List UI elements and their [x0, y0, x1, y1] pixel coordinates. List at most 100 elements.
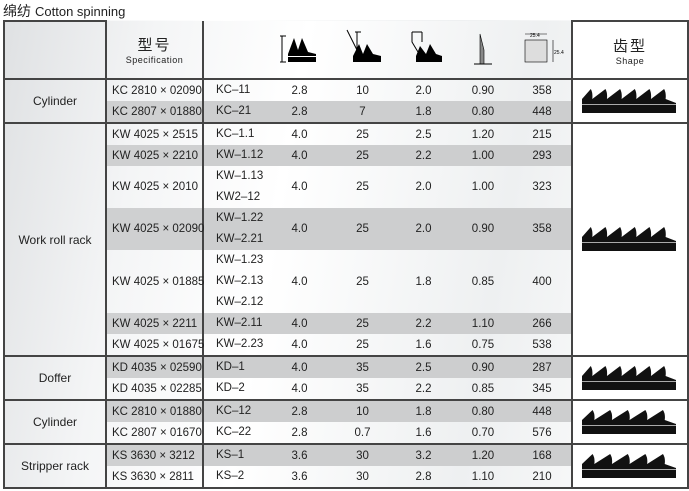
value-cell: 0.70	[453, 422, 513, 445]
model-cell: KD–1	[203, 356, 268, 378]
group-label: Cylinder	[3, 399, 107, 445]
model-cell: KW–1.12	[203, 145, 268, 166]
spec-cell: KS 3630 × 3212	[106, 444, 204, 466]
model-code: KW–1.13	[216, 170, 264, 182]
model-code: KS–1	[216, 449, 245, 461]
value-cell: 2.8	[394, 466, 453, 489]
value-cell: 2.8	[291, 84, 308, 97]
table-row: KD 4035 × 02285 KD–2 4.0 35 2.2 0.85 345	[4, 378, 688, 401]
model-cell: KW–2.23	[203, 334, 268, 357]
value-cell: 0.80	[453, 400, 513, 422]
model-code: KC–1.1	[216, 128, 255, 140]
model-code: KC–11	[216, 84, 251, 96]
sawtooth-shape-icon	[571, 78, 689, 124]
value-cell: 358	[532, 84, 552, 97]
value-cell: 293	[513, 145, 572, 166]
model-cell: KW–2.11	[203, 313, 268, 334]
value-cell: 3.2	[394, 444, 453, 466]
spec-cell: KW 4025 × 2515	[106, 123, 204, 145]
model-cell: KS–1	[203, 444, 268, 466]
value-cell: 358	[513, 208, 572, 250]
value-cell: 0.90	[453, 356, 513, 378]
model-cell: KW–1.13 KW2–12	[203, 166, 268, 208]
spec-cell: KW 4025 × 01885	[106, 250, 204, 313]
value-cell: 210	[513, 466, 572, 489]
page-title: 绵纺 Cotton spinning	[3, 1, 125, 21]
table-row: KS 3630 × 2811 KS–2 3.6 30 2.8 1.10 210	[4, 466, 688, 489]
model-code: KW–2.11	[216, 317, 263, 329]
value-cell: 2.5	[415, 128, 432, 141]
model-code: KW–1.23	[216, 254, 264, 266]
value-cell: 215	[532, 128, 552, 141]
value-cell: 4.0	[268, 356, 331, 378]
value-cell: 25	[356, 181, 369, 193]
model-code: KW–2.23	[216, 338, 264, 350]
value-cell: 2.5	[394, 356, 453, 378]
value-cell: 30	[331, 444, 394, 466]
value-cell: 4.0	[268, 208, 331, 250]
table-row: KW 4025 × 2010 KW–1.13 KW2–12 4.0 25 2.0 1.00 3…	[4, 166, 688, 208]
sawtooth-shape-icon	[571, 355, 689, 401]
value-cell: 1.8	[415, 275, 432, 288]
value-cell: 2.0	[415, 84, 432, 97]
value-cell: 3.6	[268, 466, 331, 489]
title-cn: 绵纺	[3, 3, 31, 19]
header-shape: 齿型 Shape	[571, 20, 689, 80]
header-row: 型号 Specification 25.4 25.4 齿型 Shape	[3, 20, 689, 80]
value-cell: 1.10	[453, 313, 513, 334]
value-cell: 25	[331, 145, 394, 166]
spec-en: Specification	[125, 55, 184, 65]
value-cell: 576	[513, 422, 572, 445]
value-cell: 4.0	[268, 334, 331, 357]
value-cell: 1.8	[394, 101, 453, 124]
value-cell: 400	[532, 275, 552, 288]
value-cell: 0.90	[471, 84, 495, 97]
table-row: Stripper rack KS 3630 × 3212 KS–1 3.6 30 3.2 1…	[3, 443, 689, 489]
model-code: KW–1.12	[216, 149, 264, 161]
model-code: KC–21	[216, 105, 252, 117]
table-row: KW 4025 × 02090 KW–1.22 KW–2.21 4.0 25 2.0 0.9…	[4, 208, 688, 250]
tooth-height-icon	[268, 21, 331, 80]
model-code: KC–22	[216, 426, 252, 438]
group-label: Stripper rack	[3, 443, 107, 489]
table-row: KW 4025 × 2210 KW–1.12 4.0 25 2.2 1.00 293	[4, 145, 688, 166]
spec-cell: KD 4035 × 02285	[106, 378, 204, 401]
model-code: KW–2.13	[216, 275, 264, 287]
value-cell: 345	[513, 378, 572, 401]
sawtooth-shape-icon	[571, 443, 689, 489]
value-cell: 0.90	[453, 208, 513, 250]
value-cell: 2.2	[394, 145, 453, 166]
value-cell: 4.0	[291, 181, 308, 193]
table-row: Doffer KD 4035 × 02590 KD–1 4.0 35 2.5 0.90 287	[3, 355, 689, 401]
value-cell: 2.0	[415, 181, 432, 193]
value-cell: 0.80	[453, 101, 513, 124]
value-cell: 0.7	[331, 422, 394, 445]
value-cell: 25	[331, 313, 394, 334]
value-cell: 4.0	[268, 378, 331, 401]
table-row: KW 4025 × 2211 KW–2.11 4.0 25 2.2 1.10 266	[4, 313, 688, 334]
spec-cell: KW 4025 × 01675	[106, 334, 204, 357]
model-cell: KC–21	[203, 101, 268, 124]
header-model	[203, 21, 268, 80]
value-cell: 25	[356, 128, 369, 141]
value-cell: 4.0	[291, 128, 308, 141]
model-code: KW–1.22	[216, 212, 264, 224]
table-row: KW 4025 × 01885 KW–1.23 KW–2.13 KW–2.12 4.0 2…	[4, 250, 688, 313]
value-cell: 7	[331, 101, 394, 124]
model-cell: KW–1.23 KW–2.13 KW–2.12	[203, 250, 268, 313]
value-cell: 4.0	[268, 145, 331, 166]
wire-thickness-icon	[453, 21, 513, 80]
header-spec: 型号 Specification	[106, 21, 204, 80]
spec-cell: KW 4025 × 2010	[106, 166, 204, 208]
tooth-angle-icon	[331, 21, 394, 80]
value-cell: 0.85	[471, 275, 495, 288]
value-cell: 1.6	[394, 422, 453, 445]
spec-cell: KW 4025 × 2211	[106, 313, 204, 334]
model-cell: KC–1.1	[203, 123, 268, 145]
group-label: Doffer	[3, 355, 107, 401]
value-cell: 1.10	[453, 466, 513, 489]
table-row: KC 2807 × 01880 KC–21 2.8 7 1.8 0.80 448	[4, 101, 688, 124]
value-cell: 0.75	[453, 334, 513, 357]
value-cell: 1.00	[453, 145, 513, 166]
value-cell: 323	[532, 181, 552, 193]
